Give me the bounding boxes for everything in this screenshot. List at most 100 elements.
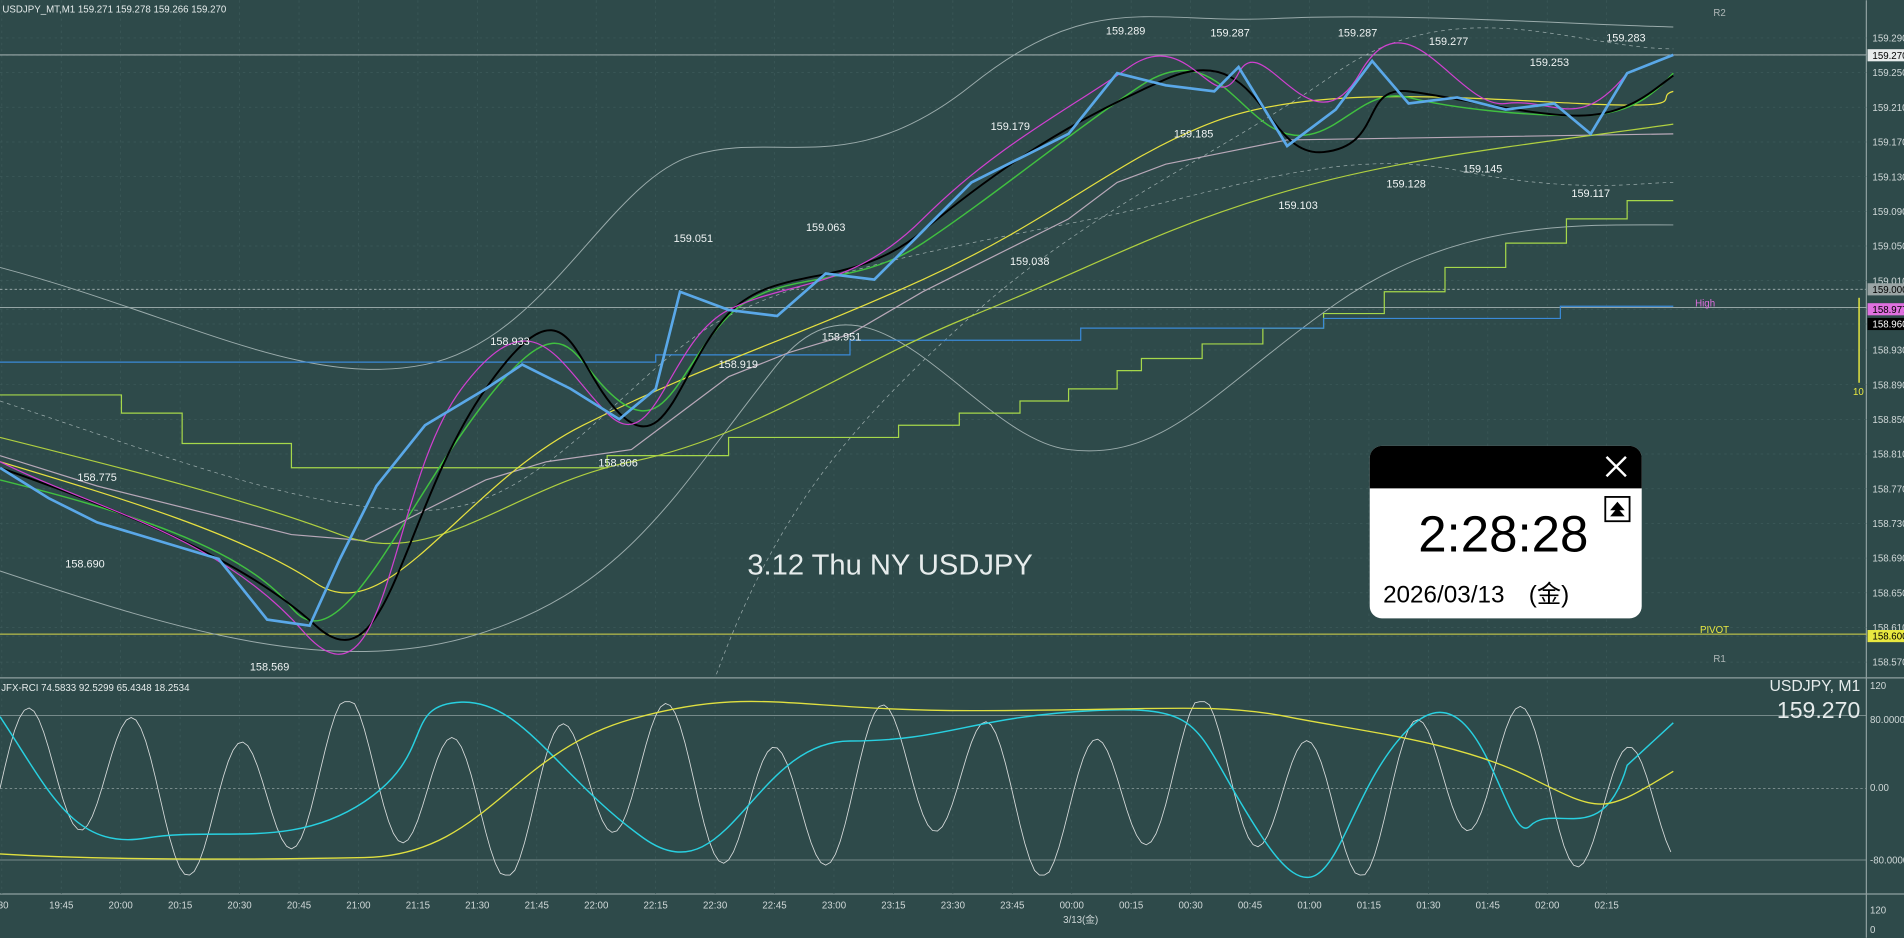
price-axis-label: 159.090 xyxy=(1872,207,1904,218)
price-axis-label: 158.570 xyxy=(1872,658,1904,669)
clock-time: 2:28:28 xyxy=(1418,506,1588,563)
time-axis-label: 21:45 xyxy=(525,901,549,912)
price-axis-label: 159.250 xyxy=(1872,68,1904,79)
time-axis-label: 23:45 xyxy=(1000,901,1024,912)
price-highlight xyxy=(1867,317,1904,331)
time-axis-label: 01:15 xyxy=(1357,901,1381,912)
price-annotation: 159.185 xyxy=(1174,129,1213,141)
price-annotation: 159.063 xyxy=(806,222,845,234)
indicator-name: JFX-RCI 74.5833 92.5299 65.4348 18.2534 xyxy=(1,683,190,694)
time-axis-label: 00:00 xyxy=(1060,901,1085,912)
time-axis-label: 23:15 xyxy=(881,901,905,912)
rci-slow xyxy=(0,700,1674,860)
price-highlight xyxy=(1867,630,1904,643)
time-axis-label: 00:30 xyxy=(1178,901,1203,912)
price-annotation: 158.775 xyxy=(77,472,116,484)
clock-body xyxy=(1369,445,1642,619)
price-axis-label: 159.130 xyxy=(1872,172,1904,183)
rci-panel xyxy=(0,700,1867,879)
indicator-tick: -80.0000 xyxy=(1870,856,1904,867)
time-axis-label: 21:15 xyxy=(406,901,430,912)
time-axis-label: 20:45 xyxy=(287,901,311,912)
pin-button[interactable] xyxy=(1604,496,1631,523)
rci-mid xyxy=(0,701,1674,879)
level-label: High xyxy=(1695,298,1715,309)
ma-long xyxy=(0,123,1674,545)
price-annotation: 159.128 xyxy=(1386,178,1425,190)
price-annotation: 159.103 xyxy=(1278,200,1317,212)
chart-title: 3.12 Thu NY USDJPY xyxy=(747,550,1032,582)
price-axis-label: 159.010 xyxy=(1872,276,1904,287)
time-axis-label: 00:45 xyxy=(1238,901,1262,912)
price-annotation: 158.919 xyxy=(719,359,758,371)
price-annotation: 159.277 xyxy=(1429,36,1468,48)
price-axis-label: 159.270 xyxy=(1872,51,1904,62)
time-axis-label: 22:00 xyxy=(584,901,609,912)
time-axis-label: 21:30 xyxy=(465,901,490,912)
price-annotation: 159.289 xyxy=(1106,25,1145,37)
price-axis-label: 158.690 xyxy=(1872,554,1904,565)
price-annotation: 159.179 xyxy=(991,121,1030,133)
price-axis-label: 158.730 xyxy=(1872,519,1904,530)
price-candles xyxy=(0,53,1674,628)
price-axis-label: 158.600 xyxy=(1872,632,1904,643)
price-axis-label: 158.960 xyxy=(1872,320,1904,331)
price-annotation: 158.806 xyxy=(598,458,637,470)
time-axis-label: 02:15 xyxy=(1595,901,1619,912)
close-button[interactable] xyxy=(1605,455,1627,478)
indicator-tick: 0 xyxy=(1870,925,1876,936)
price-axis-label: 158.890 xyxy=(1872,380,1904,391)
price-annotation: 158.951 xyxy=(822,331,861,343)
price-highlight xyxy=(1867,303,1904,316)
time-axis-label: 01:45 xyxy=(1476,901,1500,912)
price-annotation: 158.690 xyxy=(65,558,104,570)
price-annotation: 159.287 xyxy=(1210,28,1249,40)
price-axis-label: 158.650 xyxy=(1872,588,1904,599)
clock-widget: 2:28:28 2026/03/13 (金) xyxy=(1369,445,1642,619)
price-annotation: 159.253 xyxy=(1530,57,1569,69)
price-axis-label: 158.610 xyxy=(1872,623,1904,634)
band-outer xyxy=(716,27,1674,675)
price-annotation: 158.933 xyxy=(490,336,529,348)
time-axis-label: 19:45 xyxy=(49,901,73,912)
step-line xyxy=(0,200,1674,469)
time-axis-label: :30 xyxy=(0,901,9,912)
step-line-gray xyxy=(0,133,1674,542)
time-axis-label: 22:45 xyxy=(762,901,786,912)
level-label: R2 xyxy=(1713,8,1725,19)
level-label: R1 xyxy=(1713,654,1725,665)
time-axis-label: 20:30 xyxy=(227,901,252,912)
time-axis-label: 20:15 xyxy=(168,901,192,912)
time-axis-label: 01:00 xyxy=(1297,901,1322,912)
symbol-info: USDJPY_MT,M1 159.271 159.278 159.266 159… xyxy=(2,4,226,15)
price-axis-label: 159.000 xyxy=(1872,285,1904,296)
price-highlight xyxy=(1867,49,1904,62)
indicator-price: 159.270 xyxy=(1777,697,1860,723)
time-axis-label: 20:00 xyxy=(109,901,134,912)
time-axis-label: 22:30 xyxy=(703,901,728,912)
price-axis-label: 159.170 xyxy=(1872,138,1904,149)
band-lower xyxy=(0,224,1674,652)
price-annotation: 159.145 xyxy=(1463,164,1502,176)
price-axis-label: 159.290 xyxy=(1872,34,1904,45)
ma-fast xyxy=(0,42,1674,655)
price-axis-label: 158.810 xyxy=(1872,450,1904,461)
indicator-symbol: USDJPY, M1 xyxy=(1769,678,1860,695)
time-axis-label: 21:00 xyxy=(346,901,371,912)
time-axis-label: 23:30 xyxy=(941,901,966,912)
band-upper xyxy=(0,16,1674,370)
step-line-blue xyxy=(0,305,1674,363)
price-axis-label: 158.977 xyxy=(1872,305,1904,316)
clock-header xyxy=(1369,445,1642,489)
time-axis-label: 02:00 xyxy=(1535,901,1560,912)
clock-date: 2026/03/13 (金) xyxy=(1383,582,1569,609)
price-highlight xyxy=(1867,283,1904,296)
price-annotation: 158.569 xyxy=(250,662,289,674)
price-axis-label: 158.930 xyxy=(1872,346,1904,357)
ma-mid xyxy=(0,90,1674,594)
time-axis-label: 01:30 xyxy=(1416,901,1441,912)
price-annotation: 159.283 xyxy=(1606,33,1645,45)
price-annotation: 159.038 xyxy=(1010,256,1049,268)
